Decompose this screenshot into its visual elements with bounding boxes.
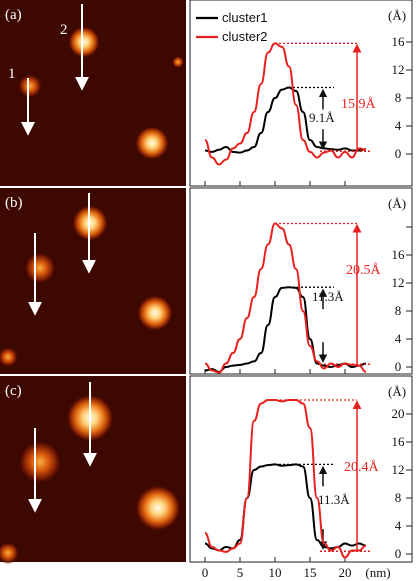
legend: cluster1 cluster2 (196, 10, 268, 44)
y-tick-label: 16 (392, 247, 406, 262)
y-tick-label: 16 (392, 34, 406, 49)
y-tick-label: 20 (392, 406, 405, 421)
y-unit-c: (Å) (388, 384, 406, 399)
annotation-height-cluster1-c: 11.3Å (318, 492, 350, 507)
stm-image-c (0, 376, 186, 564)
x-tick-5: 5 (237, 565, 244, 580)
x-tick-15: 15 (304, 565, 317, 580)
annotation-height-cluster2-b: 20.5Å (346, 262, 382, 278)
plot-frame (189, 375, 413, 563)
panel-label-c: (c) (5, 383, 22, 399)
panel-label-a: (a) (5, 7, 22, 23)
image-label-2: 2 (60, 22, 68, 38)
y-tick-label: 12 (392, 462, 405, 477)
stm-image-a (0, 0, 186, 186)
y-ticks-b: 0 4 8 12 16 (392, 247, 406, 374)
y-tick-label: 0 (395, 546, 402, 561)
y-tick-label: 8 (395, 490, 402, 505)
y-tick-label: 0 (395, 146, 402, 161)
y-tick-label: 12 (392, 62, 405, 77)
plot-frame (189, 187, 413, 375)
annotation-height-cluster1-b: 11.3Å (312, 289, 344, 304)
y-tick-label: 4 (395, 518, 402, 533)
series-line-cluster1 (204, 286, 367, 373)
series-line-cluster1 (204, 86, 367, 154)
plot-frame (189, 0, 413, 187)
series-line-cluster1 (204, 463, 367, 552)
annotation-height-cluster1-a: 9.1Å (309, 110, 335, 125)
y-tick-label: 16 (392, 434, 406, 449)
y-tick-label: 4 (395, 118, 402, 133)
y-ticks-c: 0 4 8 12 16 20 (392, 406, 406, 561)
x-axis: 0 5 10 15 20 (nm) (202, 565, 391, 580)
y-tick-label: 0 (395, 359, 402, 374)
y-tick-label: 4 (395, 331, 402, 346)
x-tick-10: 10 (269, 565, 282, 580)
annotation-height-cluster2-a: 15.9Å (341, 96, 377, 112)
height-profile-plots (189, 0, 413, 563)
image-label-1: 1 (8, 66, 16, 82)
annotation-height-cluster2-c: 20.4Å (344, 459, 380, 475)
legend-label-cluster1: cluster1 (222, 10, 268, 25)
y-unit-a: (Å) (388, 8, 406, 23)
series-line-cluster2 (204, 399, 367, 559)
y-tick-label: 12 (392, 275, 405, 290)
y-unit-b: (Å) (388, 196, 406, 211)
series-line-cluster2 (204, 222, 367, 374)
y-tick-label: 8 (395, 303, 402, 318)
panel-label-b: (b) (5, 195, 23, 211)
legend-label-cluster2: cluster2 (222, 29, 268, 44)
x-tick-20: 20 (339, 565, 352, 580)
x-axis-unit: (nm) (365, 565, 390, 580)
y-ticks-a: 0 4 8 12 16 (392, 34, 406, 161)
x-tick-0: 0 (202, 565, 209, 580)
series-line-cluster2 (204, 42, 367, 166)
y-tick-label: 8 (395, 90, 402, 105)
stm-image-b (0, 188, 186, 374)
